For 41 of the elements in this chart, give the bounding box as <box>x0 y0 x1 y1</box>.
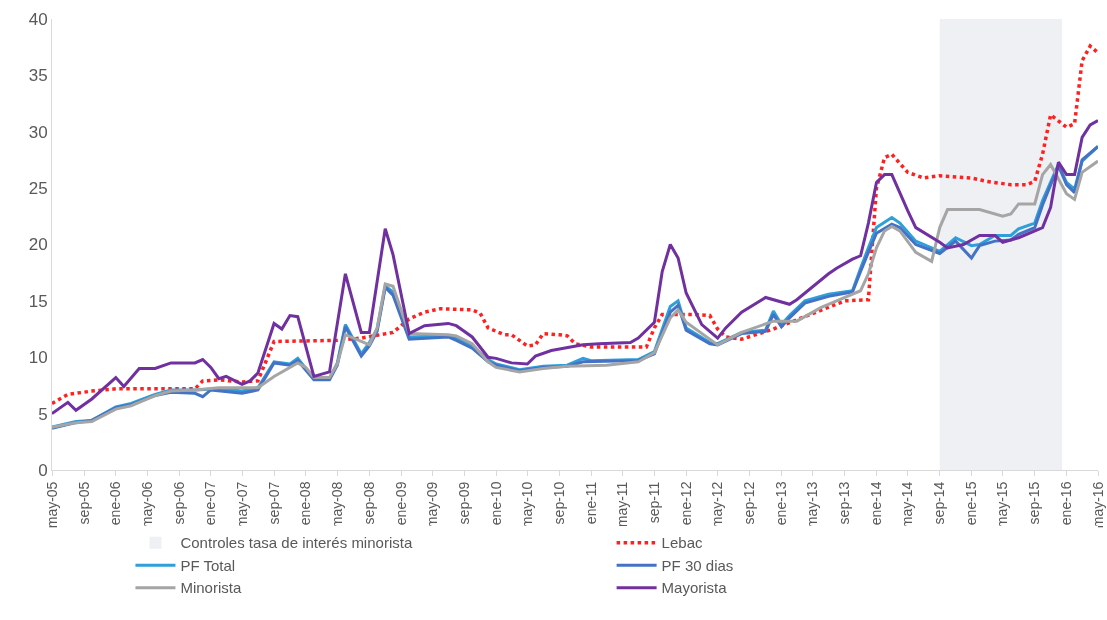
x-tick-label: ene-11 <box>582 481 599 525</box>
x-tick-label: ene-07 <box>202 481 219 526</box>
y-tick-label: 0 <box>38 460 48 480</box>
x-tick-label: ene-14 <box>868 481 885 526</box>
x-tick-label: sep-15 <box>1026 481 1043 525</box>
y-tick-label: 30 <box>28 122 48 142</box>
y-tick-label: 20 <box>28 235 48 255</box>
x-tick-label: sep-09 <box>455 481 472 525</box>
x-tick-label: sep-08 <box>360 481 377 525</box>
x-tick-label: may-16 <box>1089 481 1106 529</box>
y-tick-label: 35 <box>28 66 48 86</box>
legend-label: Mayorista <box>661 579 728 597</box>
x-tick-label: ene-16 <box>1058 481 1075 526</box>
legend-label: Lebac <box>661 534 703 552</box>
x-tick-label: ene-15 <box>963 481 980 526</box>
y-tick-label: 40 <box>28 9 48 29</box>
x-tick-label: sep-07 <box>265 481 282 525</box>
legend-label: PF Total <box>180 556 236 574</box>
x-tick-label: ene-09 <box>392 481 409 526</box>
x-tick-label: ene-06 <box>107 481 124 526</box>
x-tick-label: ene-08 <box>297 481 314 526</box>
x-tick-label: sep-11 <box>645 481 662 524</box>
x-tick-label: sep-14 <box>931 481 948 525</box>
line-series <box>52 44 1098 406</box>
x-tick-label: sep-10 <box>550 481 567 525</box>
x-tick-label: sep-05 <box>75 481 92 525</box>
x-tick-label: ene-10 <box>487 481 504 526</box>
x-tick-label: sep-12 <box>741 481 758 525</box>
y-tick-label: 5 <box>38 404 48 424</box>
legend-label: Minorista <box>180 579 242 597</box>
x-tick-label: ene-13 <box>772 481 789 526</box>
y-tick-label: 15 <box>28 291 48 311</box>
x-tick-label: sep-06 <box>170 481 187 525</box>
x-tick-label: ene-12 <box>677 481 694 526</box>
y-tick-label: 25 <box>28 179 48 199</box>
legend-label: PF 30 dias <box>661 556 734 574</box>
x-tick-label: sep-13 <box>836 481 853 525</box>
x-tick-label: may-11 <box>613 481 630 528</box>
x-tick-label: may-05 <box>43 481 60 529</box>
y-tick-label: 10 <box>28 348 48 368</box>
legend-label: Controles tasa de interés minorista <box>180 534 413 552</box>
